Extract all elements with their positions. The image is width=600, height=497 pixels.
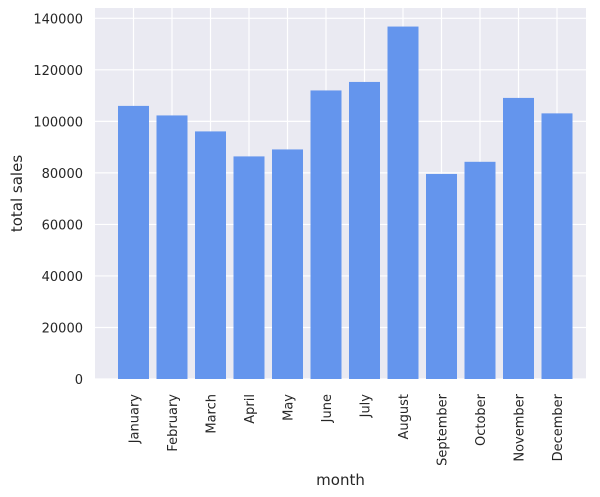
y-tick-label: 100000 — [33, 115, 83, 130]
bar-april — [233, 156, 265, 379]
bars — [118, 26, 573, 380]
y-axis-label: total sales — [8, 155, 26, 232]
bar-february — [156, 115, 188, 379]
x-tick-label-december: December — [551, 393, 566, 461]
x-tick-label-may: May — [282, 394, 297, 421]
bar-october — [464, 161, 496, 379]
bar-january — [118, 105, 149, 380]
x-tick-label-february: February — [166, 394, 181, 452]
y-tick-label: 0 — [75, 373, 83, 388]
bar-july — [349, 81, 380, 380]
x-axis-label: month — [316, 471, 365, 489]
y-tick-label: 20000 — [42, 321, 83, 336]
y-axis-ticks: 0 20000 40000 60000 80000 100000 120000 140000 — [33, 12, 83, 388]
x-axis-ticks: January February March April May June July Augu… — [128, 393, 567, 466]
x-tick-label-january: January — [128, 394, 143, 445]
bar-march — [195, 131, 226, 379]
y-tick-label: 120000 — [33, 64, 83, 79]
y-tick-label: 80000 — [42, 167, 83, 182]
bar-june — [310, 90, 342, 379]
x-tick-label-august: August — [397, 394, 412, 440]
y-tick-label: 60000 — [42, 218, 83, 233]
bar-november — [503, 97, 534, 380]
x-tick-label-september: September — [436, 393, 451, 466]
x-tick-label-march: March — [205, 394, 220, 434]
x-tick-label-june: June — [320, 394, 335, 423]
bar-august — [387, 26, 419, 380]
x-tick-label-july: July — [359, 394, 374, 419]
y-tick-label: 140000 — [33, 12, 83, 27]
bar-december — [541, 113, 573, 380]
x-tick-label-october: October — [474, 393, 489, 446]
bar-september — [426, 173, 457, 379]
x-tick-label-april: April — [243, 394, 258, 424]
y-tick-label: 40000 — [42, 270, 83, 285]
x-tick-label-november: November — [513, 393, 528, 461]
bar-may — [272, 149, 303, 379]
